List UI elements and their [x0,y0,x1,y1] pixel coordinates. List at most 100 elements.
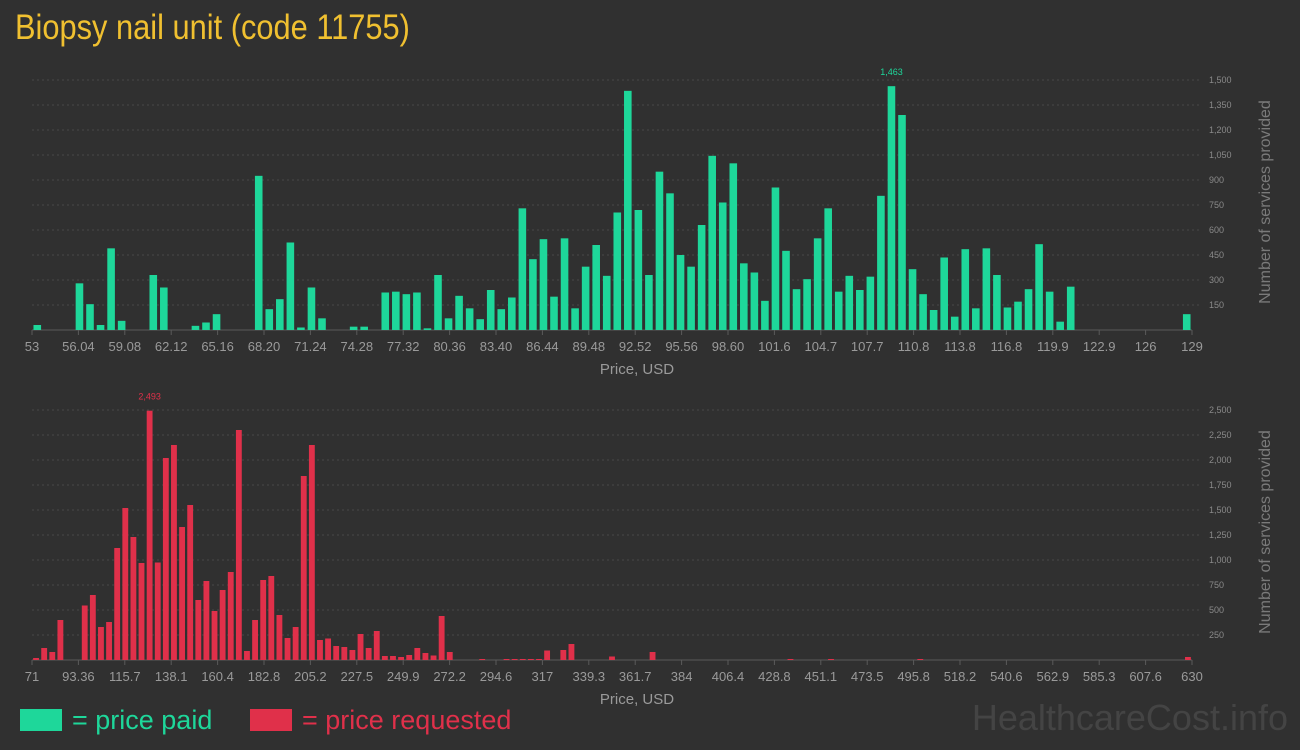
bar [634,210,643,330]
y-tick-label: 600 [1209,225,1224,235]
bar [581,266,590,330]
bar [550,296,558,330]
bar [413,292,421,330]
bar [465,308,474,330]
bar [560,650,567,660]
bar [211,611,218,660]
bar [392,291,400,330]
bar [149,275,158,330]
bar [1014,301,1022,330]
bar [929,310,938,330]
bar [227,572,234,660]
bar [325,638,332,660]
bar [49,652,56,660]
bar [729,163,738,330]
legend-requested-label: = price requested [302,704,512,735]
bar [1185,657,1191,660]
bar [107,248,115,330]
x-tick-label: 59.08 [109,339,142,354]
legend-requested-swatch [250,709,292,731]
page-title: Biopsy nail unit (code 11755) [15,8,410,47]
bar [613,212,622,330]
bar [592,245,600,330]
bar [130,537,137,660]
bar [718,202,727,330]
x-tick-label: 80.36 [433,339,466,354]
bar [676,255,685,330]
bar [866,276,875,330]
bar [81,605,88,660]
x-tick-label: 74.28 [341,339,374,354]
bar [179,527,185,660]
bar [645,275,653,330]
bar [191,325,200,330]
x-tick-label: 249.9 [387,669,420,684]
bar [202,322,210,330]
bar [697,225,706,330]
x-tick-label: 95.56 [665,339,698,354]
bar [536,659,542,660]
bar [602,275,611,330]
bar [497,309,506,330]
bar [341,647,348,660]
x-tick-label: 92.52 [619,339,652,354]
bar [434,275,442,330]
x-tick-label: 129 [1181,339,1203,354]
bar [950,316,959,330]
bar [486,290,495,330]
x-tick-label: 53 [25,339,39,354]
x-tick-label: 205.2 [294,669,327,684]
x-tick-label: 607.6 [1129,669,1162,684]
bar [203,581,210,660]
bar [122,508,129,660]
bar [455,295,463,330]
bar [260,580,267,660]
y-tick-label: 2,250 [1209,430,1232,440]
bar [917,659,924,660]
y-tick-label: 1,000 [1209,555,1232,565]
bar [813,238,822,330]
y-tick-label: 1,350 [1209,100,1232,110]
y-tick-label: 250 [1209,630,1224,640]
x-tick-label: 126 [1135,339,1157,354]
bar [508,297,516,330]
x-tick-label: 71 [25,669,39,684]
x-tick-label: 317 [532,669,554,684]
bar [511,659,518,660]
legend-requested: = price requested [250,702,511,738]
x-axis-label: Price, USD [600,691,674,708]
y-tick-label: 1,250 [1209,530,1232,540]
x-tick-label: 540.6 [990,669,1023,684]
bar [373,631,380,660]
bar [824,208,832,330]
bar [300,476,307,660]
x-tick-label: 361.7 [619,669,652,684]
bar [297,327,305,330]
bar [138,563,145,660]
bar [89,595,96,660]
bar [1024,289,1033,330]
bar [307,287,316,330]
bar [365,648,372,660]
bar [414,648,421,660]
bar [212,314,221,330]
bar [908,269,917,330]
price-requested-chart: 250 500 750 1,000 1,250 1,500 1,750 2,000 2,250 2… [25,392,1274,708]
x-tick-label: 101.6 [758,339,791,354]
bar [360,326,368,330]
legend-paid: = price paid [20,702,212,738]
bar [649,652,656,660]
bar [1045,291,1054,330]
y-tick-label: 1,500 [1209,75,1232,85]
bar [972,308,980,330]
bar [96,325,105,330]
x-tick-label: 428.8 [758,669,791,684]
bar [919,294,927,330]
bar [961,249,970,330]
bar [154,562,161,660]
y-tick-label: 450 [1209,250,1224,260]
bar [571,308,579,330]
bar [503,659,510,660]
x-tick-label: 227.5 [341,669,374,684]
bar [479,659,486,660]
